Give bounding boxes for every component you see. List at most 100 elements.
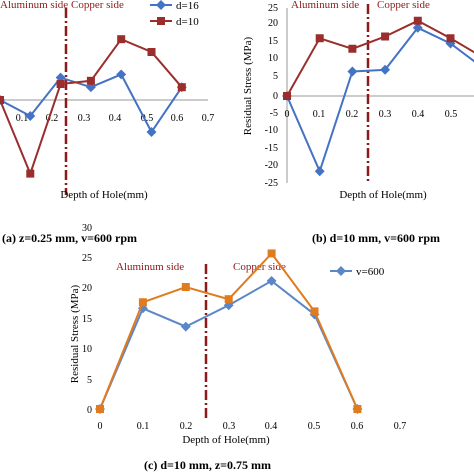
panel-b-x-ticks: 0 0.1 0.2 0.3 0.4 0.5	[285, 109, 458, 120]
panel-c: Residual Stress (MPa) 0 5 10 15 20 25 30…	[69, 223, 406, 472]
panel-c-series-1-point	[267, 249, 276, 258]
panel-b: Residual Stress (MPa) 25 20 15 10 5 0 -5…	[242, 0, 474, 245]
panel-c-series-1-point	[310, 307, 319, 316]
panel-b-y-tick: 5	[273, 71, 278, 82]
legend-label-d10: d=10	[176, 16, 199, 28]
panel-c-x-title: Depth of Hole(mm)	[182, 434, 270, 446]
panel-c-y-tick: 25	[82, 253, 92, 264]
panel-c-aluminum-label: Aluminum side	[116, 261, 184, 273]
panel-b-series-0-line	[286, 26, 474, 175]
panel-c-y-tick: 30	[82, 223, 92, 234]
panel-c-legend: v=600	[330, 266, 385, 278]
panel-a-series-1-point	[147, 48, 156, 56]
legend-label-d16: d=16	[176, 0, 199, 12]
panel-c-x-tick: 0.2	[180, 421, 193, 432]
panel-a-series-1-point	[177, 83, 186, 92]
panel-a-series-1-point	[26, 169, 35, 178]
panel-a-aluminum-label: Aluminum side	[0, 0, 68, 11]
panel-c-x-tick: 0	[98, 421, 103, 432]
panel-c-series-1-point	[138, 298, 147, 307]
panel-b-x-tick: 0	[285, 109, 290, 120]
panel-b-x-title: Depth of Hole(mm)	[339, 189, 427, 201]
panel-c-y-tick: 20	[82, 283, 92, 294]
panel-c-x-tick: 0.1	[137, 421, 150, 432]
panel-b-series-1-point	[348, 44, 357, 53]
panel-c-series-1-point	[224, 295, 233, 304]
panel-b-aluminum-label: Aluminum side	[291, 0, 359, 11]
panel-b-x-tick: 0.5	[445, 109, 458, 120]
panel-c-y-title: Residual Stress (MPa)	[69, 284, 81, 383]
panel-b-y-title: Residual Stress (MPa)	[242, 36, 254, 135]
panel-b-series-1-point	[381, 32, 390, 41]
panel-a-series-1-point	[117, 35, 126, 44]
panel-a-series-1-line	[0, 37, 183, 177]
panel-c-y-tick: 5	[87, 375, 92, 386]
panel-c-series-1-point	[353, 405, 362, 413]
panel-b-caption: (b) d=10 mm, v=600 rpm	[312, 231, 440, 245]
panel-c-x-tick: 0.4	[265, 421, 278, 432]
panel-b-y-tick: -20	[265, 160, 278, 171]
panel-b-y-tick: -25	[265, 178, 278, 189]
panel-a-x-tick: 0.2	[46, 113, 59, 124]
panel-a-series-1-point	[56, 80, 65, 88]
panel-c-y-tick: 10	[82, 344, 92, 355]
panel-c-series-1-point	[181, 283, 190, 291]
panel-a-x-tick: 0.3	[78, 113, 91, 124]
panel-c-y-ticks: 0 5 10 15 20 25 30	[82, 223, 92, 416]
panel-b-y-ticks: 25 20 15 10 5 0 -5 -10 -15 -20 -25	[265, 3, 278, 189]
panel-a-plot-area	[0, 35, 187, 178]
panel-b-plot-area	[282, 16, 474, 177]
panel-a-series-1-point	[86, 76, 95, 85]
panel-c-x-tick: 0.7	[394, 421, 407, 432]
legend-square-marker	[157, 17, 165, 25]
panel-b-y-tick: 20	[268, 18, 278, 29]
panel-b-y-tick: 10	[268, 53, 278, 64]
panel-b-y-tick: -15	[265, 143, 278, 154]
panel-c-y-tick: 15	[82, 314, 92, 325]
panel-a-x-tick: 0.4	[109, 113, 122, 124]
panel-a-x-tick: 0.6	[171, 113, 184, 124]
legend-label-v600: v=600	[356, 266, 385, 278]
panel-c-series-0-point	[266, 275, 277, 286]
panel-a-series-0-point	[146, 127, 157, 137]
panel-b-series-1-point	[315, 34, 324, 43]
panel-a-caption: (a) z=0.25 mm, v=600 rpm	[2, 231, 137, 245]
panel-a-x-tick: 0.5	[141, 113, 154, 124]
panel-a-legend: d=16 d=10	[150, 0, 199, 28]
panel-b-y-tick: -5	[270, 108, 278, 119]
panel-a-series-0-point	[116, 69, 127, 80]
panel-c-x-tick: 0.6	[351, 421, 364, 432]
panel-c-y-tick: 0	[87, 405, 92, 416]
panel-b-x-tick: 0.2	[346, 109, 359, 120]
panel-b-series-1-point	[413, 16, 422, 25]
panel-a-x-ticks: 0.1 0.2 0.3 0.4 0.5 0.6 0.7	[16, 113, 215, 124]
panel-b-y-tick: -10	[265, 125, 278, 136]
panel-b-y-tick: 0	[273, 91, 278, 102]
panel-a-copper-label: Copper side	[71, 0, 124, 11]
panel-a-x-title: Depth of Hole(mm)	[60, 189, 148, 201]
panel-b-x-tick: 0.3	[379, 109, 392, 120]
panel-b-series-1-point	[283, 92, 291, 100]
panel-c-series-1-point	[96, 405, 104, 413]
panel-b-series-0-point	[314, 166, 325, 177]
panel-a-x-tick: 0.7	[202, 113, 215, 124]
panel-b-series-0-point	[347, 66, 358, 77]
panel-c-x-ticks: 0 0.1 0.2 0.3 0.4 0.5 0.6 0.7	[98, 421, 407, 432]
panel-c-caption: (c) d=10 mm, z=0.75 mm	[144, 458, 271, 472]
panel-b-y-tick: 25	[268, 3, 278, 14]
panel-a-x-tick: 0.1	[16, 113, 29, 124]
panel-b-x-tick: 0.1	[313, 109, 326, 120]
legend-diamond-marker	[336, 266, 346, 276]
legend-diamond-marker	[156, 0, 166, 10]
panel-c-plot-area	[95, 249, 363, 414]
panel-c-x-tick: 0.3	[223, 421, 236, 432]
panel-b-series-1-line	[286, 19, 474, 97]
panel-b-series-1-point	[446, 34, 455, 43]
panel-c-series-1-line	[99, 251, 359, 410]
panel-c-series-0-point	[180, 321, 191, 332]
panel-b-copper-label: Copper side	[377, 0, 430, 11]
panel-a-series-1-point	[0, 96, 4, 104]
panel-b-x-tick: 0.4	[412, 109, 425, 120]
panel-b-y-tick: 15	[268, 36, 278, 47]
